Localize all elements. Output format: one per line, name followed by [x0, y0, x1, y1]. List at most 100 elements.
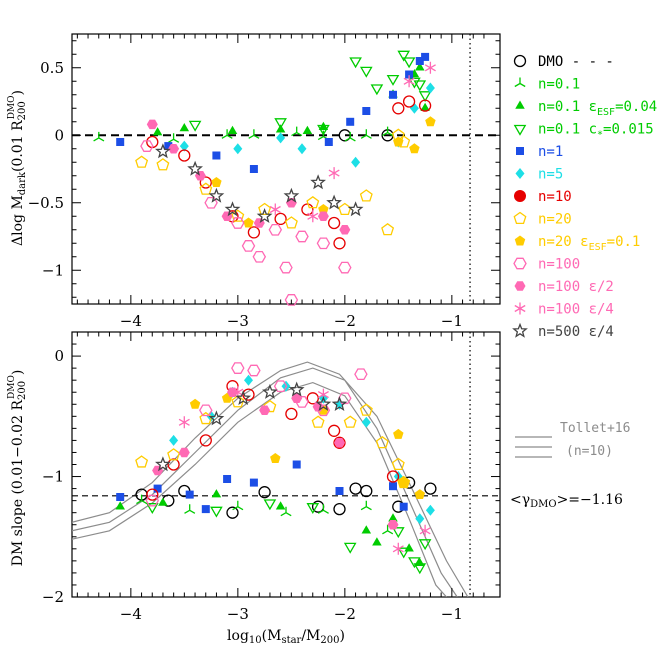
top-point-n-100-4-shape: [307, 210, 319, 223]
bottom-point-n-20-esf-0-1: [393, 428, 404, 439]
bottom-point-dmo: [333, 502, 346, 516]
top-point-n-0-1-esf-0-04-shape: [179, 123, 190, 132]
top-ytick-label: 0: [54, 126, 64, 144]
top-ytick-label: −0.5: [28, 194, 64, 212]
bottom-point-n-500-4-shape: [262, 383, 278, 399]
bottom-point-n-20-shape: [263, 399, 277, 413]
top-point-n-10-shape: [301, 203, 314, 216]
top-point-n-0-1-esf-0-04-shape: [420, 102, 430, 112]
top-point-n-0-1-shape: [168, 133, 180, 143]
top-point-n-500-4-shape: [347, 201, 364, 217]
top-point-n-1-shape: [324, 138, 333, 146]
top-point-n-500-4: [256, 208, 273, 224]
legend-marker-n-100-2-shape: [514, 281, 526, 291]
top-point-n-10: [178, 149, 191, 162]
bottom-point-n-10-shape: [306, 392, 319, 405]
top-point-n-20: [381, 222, 395, 236]
top-point-n-0-1-esf-0-04: [415, 62, 425, 71]
bottom-point-n-5-shape: [244, 374, 253, 386]
bottom-xtick-label: −3: [227, 605, 249, 623]
top-point-n-100: [338, 261, 352, 274]
bottom-point-n-1-shape: [116, 493, 125, 501]
top-point-n-10-shape: [392, 102, 405, 115]
legend-marker-n-0-1-shape: [514, 77, 526, 88]
top-point-n-0-1-c-0-015: [402, 57, 416, 69]
bottom-panel: 0 −1 −2 −4 −3 −2 −1 DM slope (0.01−0.02 R200DM…: [7, 331, 501, 646]
bottom-point-n-20-esf-0-1-shape: [393, 428, 404, 439]
legend-label-n-1: n=1: [538, 144, 563, 160]
bottom-point-n-0-1-c-0-015: [145, 503, 159, 514]
bottom-ytick-label: −1: [42, 468, 64, 486]
bottom-point-n-500-4-shape: [331, 396, 348, 412]
bottom-point-n-10: [327, 424, 341, 437]
top-point-n-5: [233, 143, 243, 155]
bottom-point-n-0-1-esf-0-04: [388, 513, 398, 522]
top-point-n-0-1-c-0-015: [274, 118, 287, 130]
bottom-point-n-0-1-esf-0-04: [404, 543, 414, 552]
bottom-point-n-0-1-c-0-015-shape: [263, 499, 277, 511]
bottom-point-n-100: [231, 362, 245, 374]
bottom-point-n-0-1-esf-0-04-shape: [361, 525, 372, 534]
top-point-n-1-shape: [415, 57, 424, 65]
x-axis-title: log10(Mstar/M200): [227, 628, 345, 646]
top-point-n-0-1-c-0-015-shape: [317, 124, 330, 136]
bottom-xtick-label: −4: [120, 605, 142, 623]
legend-marker-n-0-1-c-0-015: [513, 124, 527, 136]
top-point-n-5: [425, 82, 435, 94]
legend-marker-n-20-esf-0-1: [514, 235, 526, 246]
top-point-n-100-2: [339, 225, 351, 235]
bottom-point-n-100: [273, 380, 288, 393]
bottom-point-n-1: [249, 478, 258, 487]
top-point-n-500-4-shape: [310, 174, 326, 190]
legend: DMO - - - n=0.1 n=0.1 εESF=0.04 n=0.1 c*=0.…: [512, 54, 657, 340]
bottom-point-n-0-1-esf-0-04: [211, 489, 222, 498]
top-point-n-0-1-c-0-015: [413, 80, 427, 92]
bottom-point-n-20: [397, 475, 411, 489]
top-point-n-20-shape: [135, 155, 149, 168]
bottom-point-n-0-1-esf-0-04-shape: [115, 501, 125, 510]
tollet-label: Tollet+16: [560, 421, 630, 436]
bottom-point-n-1-shape: [153, 484, 162, 493]
top-point-n-100: [252, 250, 267, 263]
top-point-n-10-shape: [402, 95, 416, 108]
bottom-point-n-0-1-c-0-015: [263, 499, 277, 511]
bottom-point-n-100-2-shape: [152, 465, 164, 476]
top-point-n-10-shape: [327, 216, 341, 230]
top-point-n-0-1-c-0-015: [397, 50, 411, 62]
legend-marker-n-0-1-c-0-015-shape: [513, 124, 527, 136]
bottom-point-n-100-4: [178, 416, 190, 429]
top-point-n-0-1-esf-0-04: [302, 125, 313, 134]
top-point-n-5-shape: [276, 132, 286, 144]
bottom-point-n-500-4-shape: [235, 390, 252, 406]
bottom-point-n-100-4-shape: [392, 542, 404, 555]
bottom-point-n-100-2-shape: [259, 405, 271, 416]
top-point-n-5: [351, 156, 361, 168]
top-point-n-1-shape: [405, 70, 414, 79]
bottom-point-dmo: [360, 484, 373, 498]
top-point-n-100: [279, 261, 293, 274]
top-point-n-0-1: [360, 129, 372, 139]
bottom-point-n-20-esf-0-1-shape: [414, 489, 426, 500]
top-point-n-0-1-shape: [248, 129, 260, 139]
bottom-point-n-100-2: [178, 447, 190, 458]
bottom-point-n-100-4: [392, 542, 404, 555]
bottom-y-axis-title: DM slope (0.01−0.02 R200DMO): [7, 370, 28, 567]
bottom-point-n-20-esf-0-1: [270, 453, 281, 463]
top-point-n-20-esf-0-1-shape: [211, 177, 222, 187]
top-point-n-500-4-shape: [224, 201, 241, 217]
bottom-point-n-0-1-c-0-015: [408, 557, 421, 569]
top-point-n-100-2-shape: [146, 119, 158, 130]
bottom-point-n-100-shape: [247, 364, 261, 377]
bottom-point-n-100-2-shape: [178, 447, 190, 458]
top-point-n-0-1-esf-0-04-shape: [415, 62, 425, 71]
top-point-n-500-4: [310, 174, 326, 190]
legend-label-dmo: DMO - - -: [538, 54, 614, 70]
bottom-point-n-0-1-c-0-015: [306, 503, 320, 514]
top-point-n-0-1: [291, 126, 303, 137]
bottom-point-n-10-shape: [167, 458, 180, 471]
bottom-point-n-0-1-c-0-015: [391, 527, 405, 539]
top-point-n-0-1-shape: [221, 129, 233, 139]
bottom-point-n-100: [145, 494, 160, 507]
legend-marker-n-500-4-shape: [512, 322, 528, 338]
top-point-n-10: [333, 237, 346, 250]
